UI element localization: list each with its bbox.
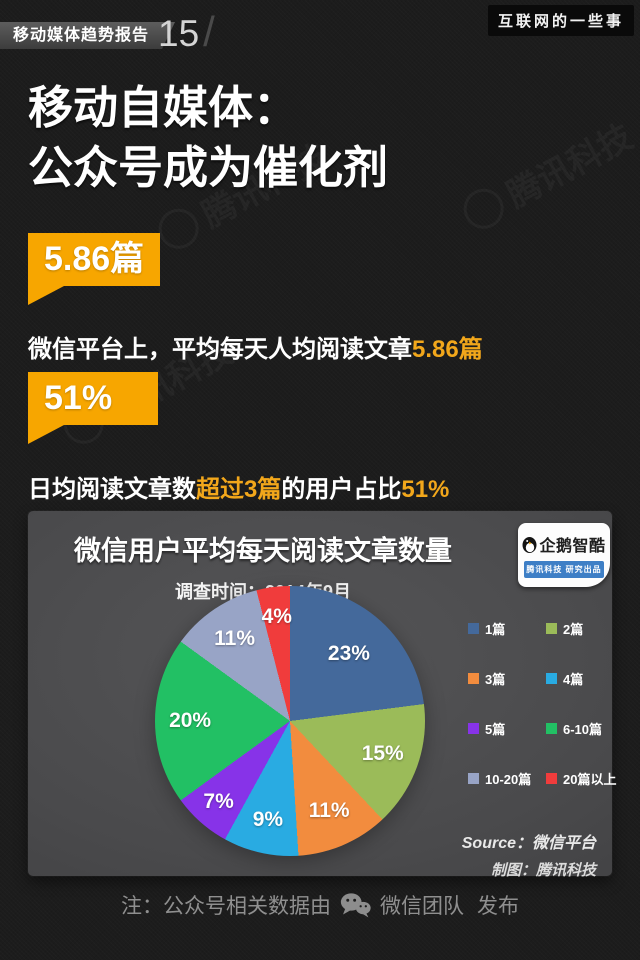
logo-name: 企鹅智酷 (539, 538, 606, 555)
legend-item: 2篇 (546, 619, 616, 638)
legend-swatch (468, 623, 479, 634)
legend-item: 6-10篇 (546, 719, 616, 738)
logo-tagline: 腾讯科技 研究出品 (524, 561, 604, 578)
chart-legend: 1篇 2篇 3篇 4篇 5篇 6-10篇 10-20篇 20篇以上 (468, 619, 616, 788)
legend-item: 5篇 (468, 719, 546, 738)
chart-source: Source：微信平台 制图：腾讯科技 (462, 829, 596, 880)
pie-slice-label: 11% (214, 627, 256, 651)
stat-badge-articles: 5.86篇 (28, 233, 161, 305)
legend-label: 20篇以上 (563, 772, 617, 787)
chart-title: 微信用户平均每天阅读文章数量 (74, 536, 452, 566)
slash-decoration: / (203, 8, 215, 55)
page-title: 移动自媒体： 公众号成为催化剂 (28, 78, 388, 198)
legend-swatch (546, 623, 557, 634)
penguin-icon (522, 536, 537, 553)
stat-text-articles: 微信平台上，平均每天人均阅读文章5.86篇 (28, 336, 483, 363)
badge-tail (28, 425, 64, 444)
chart-panel: 微信用户平均每天阅读文章数量 调查时间：2014年9月 企鹅智酷 腾讯科技 研究… (28, 511, 616, 879)
report-title-label: 移动媒体趋势报告 (13, 27, 150, 44)
pie-slice-label: 9% (252, 807, 284, 831)
legend-swatch (468, 773, 479, 784)
stat-badge-percent: 51% (28, 372, 158, 444)
legend-swatch (546, 723, 557, 734)
site-badge: 互联网的一些事 (487, 5, 634, 36)
page-title-line1: 移动自媒体： (28, 82, 299, 133)
legend-item: 10-20篇 (468, 769, 546, 788)
pie-slice-label: 4% (261, 604, 292, 628)
pie-slice-label: 11% (308, 799, 350, 823)
stat-text-percent: 日均阅读文章数超过3篇的用户占比51% (28, 476, 450, 503)
legend-label: 5篇 (485, 722, 506, 737)
legend-item: 1篇 (468, 619, 546, 638)
page-title-line2: 公众号成为催化剂 (28, 141, 389, 193)
penguin-intelligence-logo: 企鹅智酷 腾讯科技 研究出品 (518, 523, 610, 587)
legend-item: 4篇 (546, 669, 616, 688)
legend-label: 4篇 (563, 672, 584, 687)
pie-chart: 23% 15% 11% 9% 7% 20% 11% 4% (155, 586, 425, 856)
footer-note-prefix: 注：公众号相关数据由 (121, 895, 331, 918)
page-number: 15/ (158, 8, 215, 55)
credit-line: 制图：腾讯科技 (490, 862, 596, 879)
legend-swatch (546, 673, 557, 684)
page-footer: 注：公众号相关数据由 微信团队 发布 (0, 890, 640, 920)
legend-label: 3篇 (485, 672, 506, 687)
pie-slice-label: 20% (169, 709, 212, 732)
wechat-icon (340, 893, 371, 918)
footer-note-suffix: 发布 (477, 895, 519, 918)
legend-label: 10-20篇 (485, 772, 532, 787)
pie-slice-label: 15% (361, 742, 404, 766)
tencent-watermark: 腾讯科技 (454, 110, 639, 240)
legend-item: 20篇以上 (546, 769, 616, 788)
footer-wechat-team: 微信团队 (380, 895, 464, 918)
tencent-logo-watermark-icon (456, 181, 511, 236)
legend-swatch (468, 673, 479, 684)
legend-item: 3篇 (468, 669, 546, 688)
report-title-tab: 移动媒体趋势报告 (0, 22, 175, 49)
legend-label: 2篇 (563, 622, 584, 637)
badge-tail (28, 286, 64, 305)
legend-label: 1篇 (485, 622, 506, 637)
pie-slice-label: 7% (203, 790, 234, 813)
legend-swatch (468, 723, 479, 734)
legend-swatch (546, 773, 557, 784)
source-line: Source：微信平台 (461, 835, 596, 852)
legend-label: 6-10篇 (563, 722, 603, 737)
pie-slice-label: 23% (327, 642, 370, 666)
